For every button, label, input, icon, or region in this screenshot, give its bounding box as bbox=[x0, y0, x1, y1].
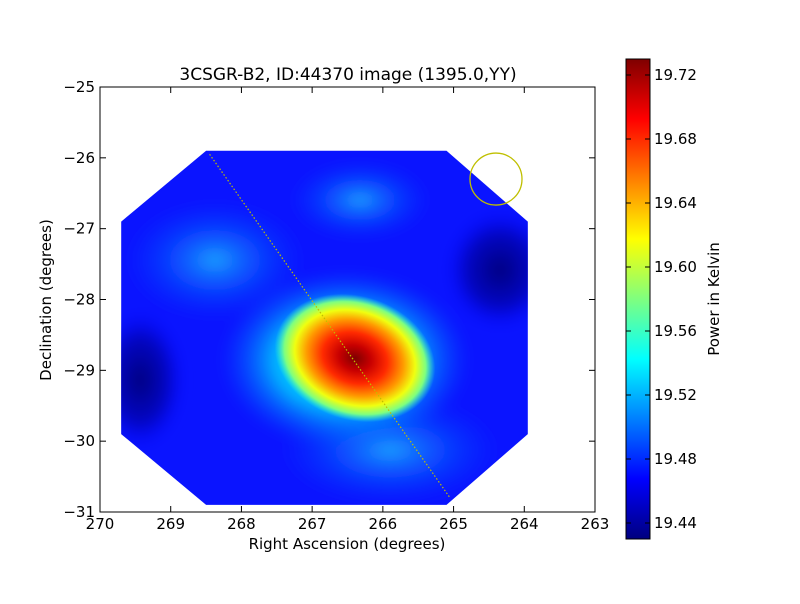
y-tick-label: −30 bbox=[63, 432, 95, 450]
colorbar-tick-label: 19.72 bbox=[654, 66, 697, 84]
x-tick-label: 264 bbox=[510, 515, 539, 533]
colorbar-label: Power in Kelvin bbox=[705, 242, 723, 356]
colorbar-tick-label: 19.56 bbox=[654, 322, 697, 340]
y-tick-label: −28 bbox=[63, 291, 95, 309]
heatmap-dark-east bbox=[445, 210, 528, 330]
colorbar-gradient bbox=[625, 58, 651, 540]
y-axis-label: Declination (degrees) bbox=[37, 219, 55, 381]
heatmap-light-upper-west bbox=[125, 200, 305, 320]
y-tick-label: −26 bbox=[63, 149, 95, 167]
beam-circle bbox=[469, 152, 523, 206]
x-tick-label: 265 bbox=[439, 515, 468, 533]
x-tick-label: 266 bbox=[369, 515, 398, 533]
colorbar: 19.72 19.68 19.64 19.60 19.56 19.52 19.48 19.44… bbox=[625, 58, 723, 540]
y-axis: −25 −26 −27 −28 −29 −30 −31 bbox=[63, 78, 595, 521]
x-tick-label: 263 bbox=[581, 515, 610, 533]
y-tick-label: −29 bbox=[63, 361, 95, 379]
heatmap-image bbox=[121, 150, 528, 505]
colorbar-tick-label: 19.52 bbox=[654, 386, 697, 404]
x-tick-label: 269 bbox=[156, 515, 185, 533]
y-tick-label: −25 bbox=[63, 78, 95, 96]
colorbar-tick-label: 19.60 bbox=[654, 258, 697, 276]
colorbar-tick-label: 19.64 bbox=[654, 194, 697, 212]
colorbar-tick-label: 19.44 bbox=[654, 514, 697, 532]
colorbar-ticks: 19.72 19.68 19.64 19.60 19.56 19.52 19.48 19.44 bbox=[626, 66, 697, 532]
y-tick-label: −27 bbox=[63, 220, 95, 238]
x-axis-label: Right Ascension (degrees) bbox=[249, 535, 446, 553]
colorbar-tick-label: 19.68 bbox=[654, 130, 697, 148]
chart-title: 3CSGR-B2, ID:44370 image (1395.0,YY) bbox=[179, 65, 516, 85]
heatmap-peak-core bbox=[274, 293, 436, 423]
colorbar-tick-label: 19.48 bbox=[654, 450, 697, 468]
x-tick-label: 270 bbox=[86, 515, 115, 533]
x-axis: 270 269 268 267 266 265 264 263 bbox=[86, 87, 610, 533]
heatmap-light-north bbox=[290, 160, 430, 240]
heatmap-dark-west bbox=[121, 310, 185, 450]
x-tick-label: 267 bbox=[298, 515, 327, 533]
y-tick-label: −31 bbox=[63, 503, 95, 521]
x-tick-label: 268 bbox=[227, 515, 256, 533]
